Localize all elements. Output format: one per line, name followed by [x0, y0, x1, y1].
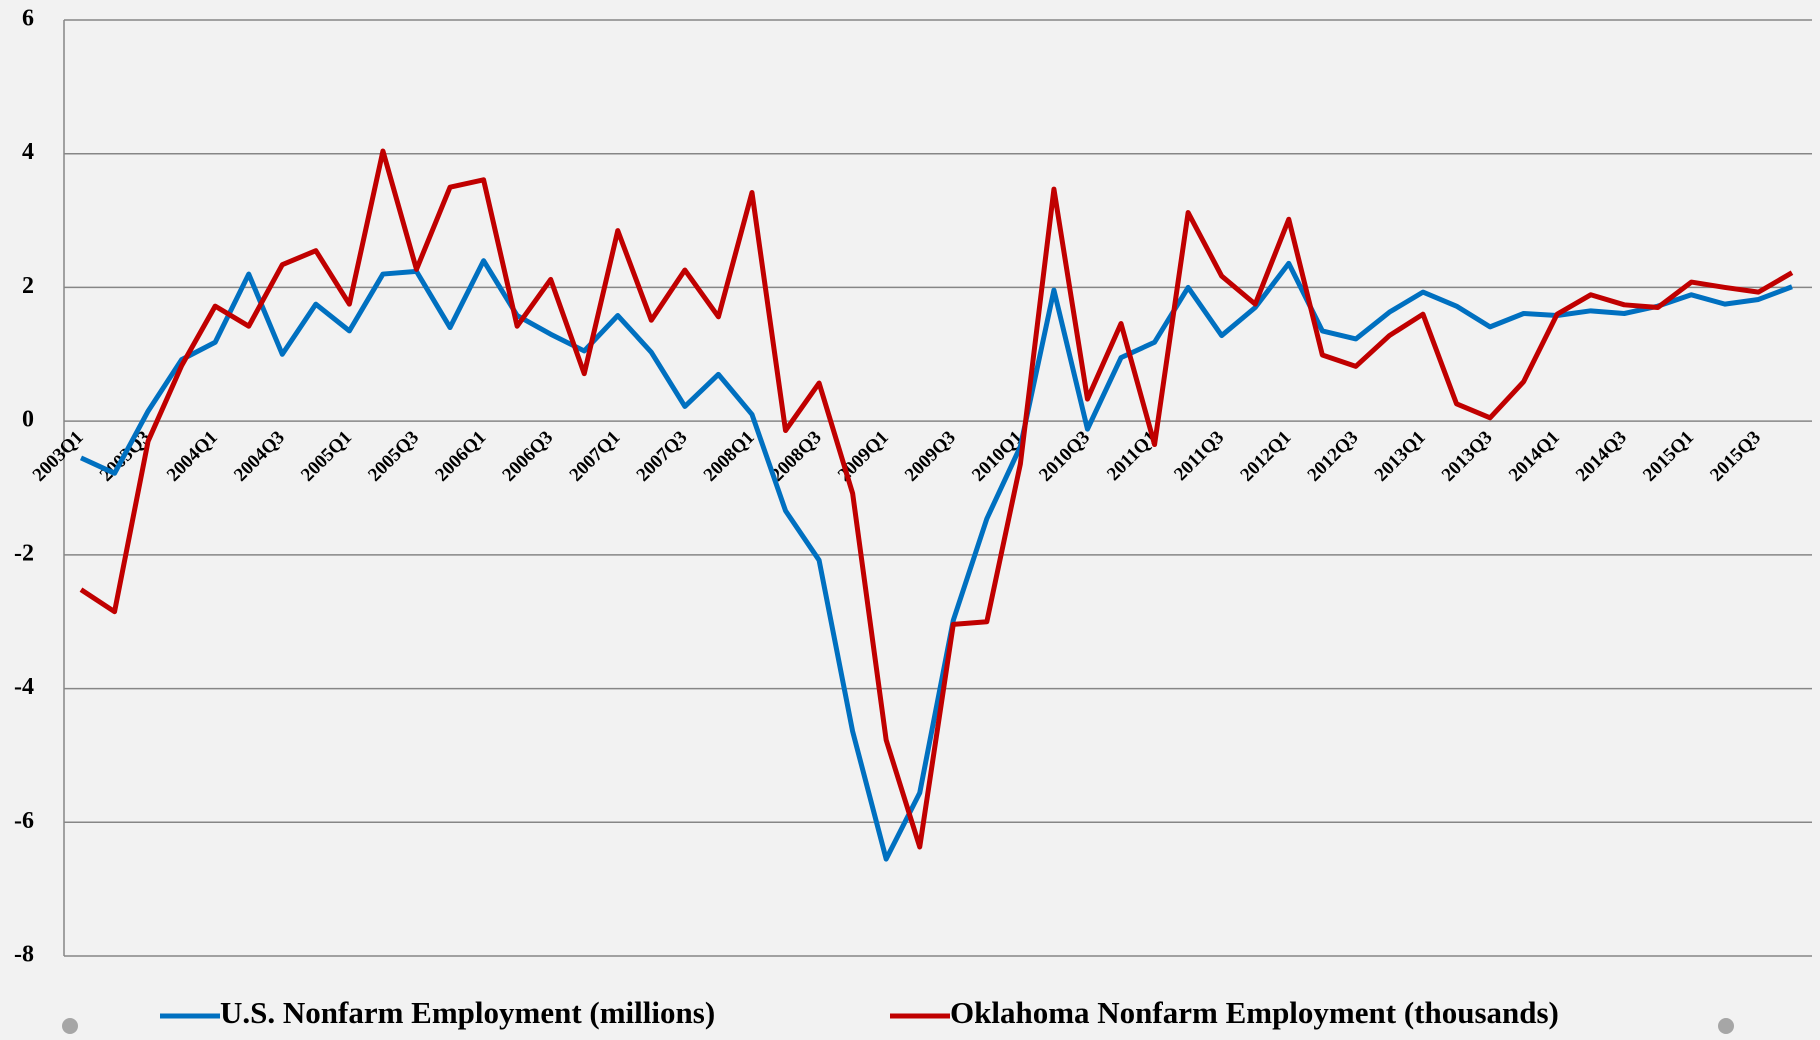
- legend-label: U.S. Nonfarm Employment (millions): [220, 995, 715, 1030]
- y-tick-label: -8: [14, 942, 34, 968]
- series-line: [79, 258, 1793, 862]
- y-tick-label: -4: [14, 674, 34, 700]
- series-line: [79, 148, 1794, 850]
- y-tick-label: 4: [22, 139, 34, 165]
- y-tick-label: -6: [14, 808, 34, 834]
- y-tick-label: 0: [22, 407, 34, 433]
- y-tick-label: -2: [14, 540, 34, 566]
- legend-label: Oklahoma Nonfarm Employment (thousands): [950, 995, 1559, 1030]
- bullet: [1718, 1018, 1734, 1034]
- y-tick-label: 6: [22, 6, 34, 32]
- bullet: [62, 1018, 78, 1034]
- y-tick-label: 2: [22, 273, 34, 299]
